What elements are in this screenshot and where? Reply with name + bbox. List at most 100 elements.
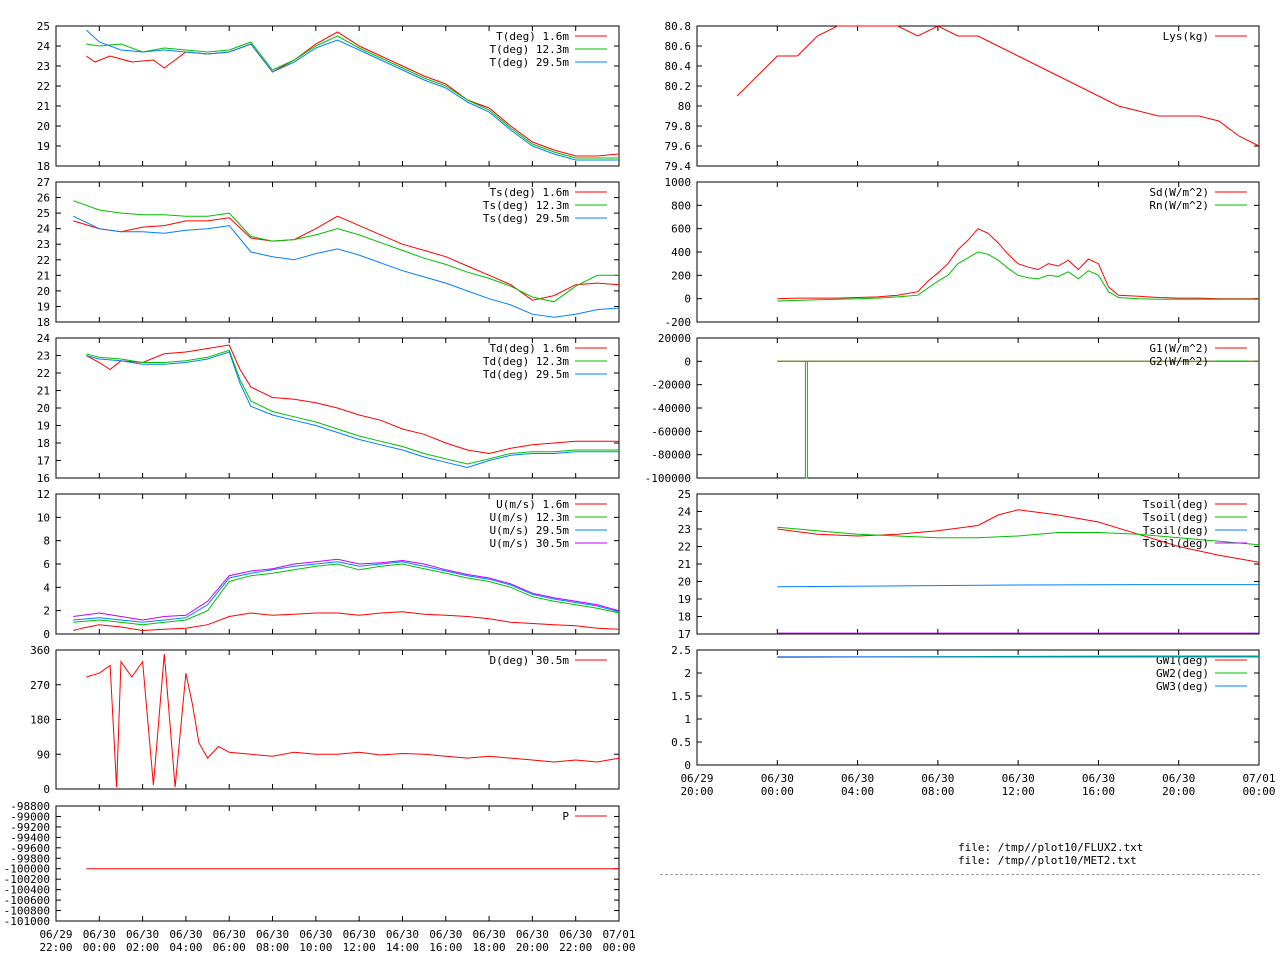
legend-label: T(deg) 29.5m [490,56,570,69]
series-line-1 [73,611,620,632]
x-tick-label-date: 06/30 [429,928,462,941]
y-tick-label: 800 [671,199,691,212]
x-tick-label-date: 06/30 [386,928,419,941]
y-tick-label: 8 [43,535,50,548]
x-tick-label-time: 00:00 [1242,785,1275,798]
y-tick-label: 12 [37,488,50,501]
y-tick-label: 23 [37,60,50,73]
y-tick-label: 20 [37,285,50,298]
series-line-1 [777,509,1260,563]
legend-label: Tsoil(deg) [1143,537,1209,550]
x-tick-label-time: 10:00 [299,941,332,954]
x-tick-label-date: 06/30 [559,928,592,941]
x-tick-label-date: 06/30 [1162,772,1195,785]
legend-label: Sd(W/m^2) [1149,186,1209,199]
y-tick-label: -99800 [10,852,50,865]
legend-label: Rn(W/m^2) [1149,199,1209,212]
x-tick-label-date: 06/30 [841,772,874,785]
chart-G: -100000 -80000 -60000 -40000 -20000 0 20000 G1(… [645,332,1260,485]
y-tick-label: 19 [678,593,691,606]
x-tick-label-time: 04:00 [169,941,202,954]
y-tick-label: 19 [37,140,50,153]
y-tick-label: 6 [43,558,50,571]
x-tick-label-time: 06:00 [213,941,246,954]
legend-label: T(deg) 1.6m [496,30,569,43]
x-tick-label-date: 07/01 [602,928,635,941]
x-tick-label-date: 06/30 [299,928,332,941]
x-tick-label-date: 06/30 [256,928,289,941]
x-tick-label-date: 06/30 [921,772,954,785]
plot-frame [696,25,1260,167]
series-line-3 [73,215,620,318]
x-tick-label-time: 00:00 [602,941,635,954]
chart-GW: 00.511.522.506/2920:0006/3000:0006/3004:… [671,644,1275,798]
y-tick-label: -40000 [651,402,691,415]
legend-label: Td(deg) 1.6m [490,342,570,355]
chart-U: 0 2 4 6 8 10 12 U(m/s) 1.6mU(m/s) 12.3mU(m/s) 2… [37,488,620,641]
x-tick-label-time: 16:00 [429,941,462,954]
y-tick-label: -100000 [645,472,691,485]
y-tick-label: -100800 [4,905,50,918]
legend-label: G1(W/m^2) [1149,342,1209,355]
series-line-2 [73,200,619,303]
x-tick-label-date: 06/30 [473,928,506,941]
plot-frame [696,649,1260,766]
y-tick-label: 21 [678,558,691,571]
y-tick-label: 21 [37,385,50,398]
series-line-1 [86,653,620,788]
y-tick-label: 25 [37,207,50,220]
y-tick-label: 17 [37,455,50,468]
y-tick-label: 0 [684,355,691,368]
divider-dashed [660,874,1260,875]
x-tick-label-date: 06/30 [343,928,376,941]
x-tick-label-time: 12:00 [343,941,376,954]
x-tick-label-date: 07/01 [1242,772,1275,785]
series-line-2 [777,360,1259,479]
x-tick-label-time: 14:00 [386,941,419,954]
y-tick-label: -101000 [4,915,50,928]
y-tick-label: 21 [37,100,50,113]
y-tick-label: -99600 [10,842,50,855]
series-line-3 [86,351,619,469]
file-info-line-2: file: /tmp//plot10/MET2.txt [958,854,1137,867]
y-tick-label: 24 [678,506,692,519]
legend-label: U(m/s) 29.5m [490,524,570,537]
x-tick-label-time: 18:00 [473,941,506,954]
legend-label: GW2(deg) [1156,667,1209,680]
y-tick-label: -60000 [651,425,691,438]
chart-D: 0 90 180 270 360 D(deg) 30.5m [30,644,620,796]
y-tick-label: 22 [678,541,691,554]
y-tick-label: 80 [678,100,691,113]
legend-label: U(m/s) 30.5m [490,537,570,550]
y-tick-label: 600 [671,223,691,236]
x-tick-label-date: 06/30 [1002,772,1035,785]
x-tick-label-time: 00:00 [761,785,794,798]
y-tick-label: 180 [30,714,50,727]
y-tick-label: 17 [678,628,691,641]
x-tick-label-time: 22:00 [39,941,72,954]
y-tick-label: 2.5 [671,644,691,657]
y-tick-label: 18 [678,611,691,624]
file-info-line-1: file: /tmp//plot10/FLUX2.txt [958,841,1144,854]
y-tick-label: -20000 [651,379,691,392]
x-tick-label-date: 06/29 [680,772,713,785]
y-tick-label: 200 [671,269,691,282]
y-tick-label: 79.4 [665,160,692,173]
legend-label: Tsoil(deg) [1143,511,1209,524]
chart-Lys: 79.4 79.6 79.8 80 80.2 80.4 80.6 80.8 Lys(kg) [665,20,1260,173]
y-tick-label: 80.6 [665,40,692,53]
y-tick-label: -98800 [10,800,50,813]
y-tick-label: 25 [37,20,50,33]
y-tick-label: 0 [684,759,691,772]
y-tick-label: -99200 [10,821,50,834]
y-tick-label: 19 [37,420,50,433]
y-tick-label: 23 [37,350,50,363]
legend-label: U(m/s) 1.6m [496,498,569,511]
series-line-1 [73,215,620,301]
y-tick-label: 80.8 [665,20,692,33]
y-tick-label: 1.5 [671,690,691,703]
x-tick-label-date: 06/30 [516,928,549,941]
x-tick-label-time: 20:00 [680,785,713,798]
y-tick-label: 400 [671,246,691,259]
